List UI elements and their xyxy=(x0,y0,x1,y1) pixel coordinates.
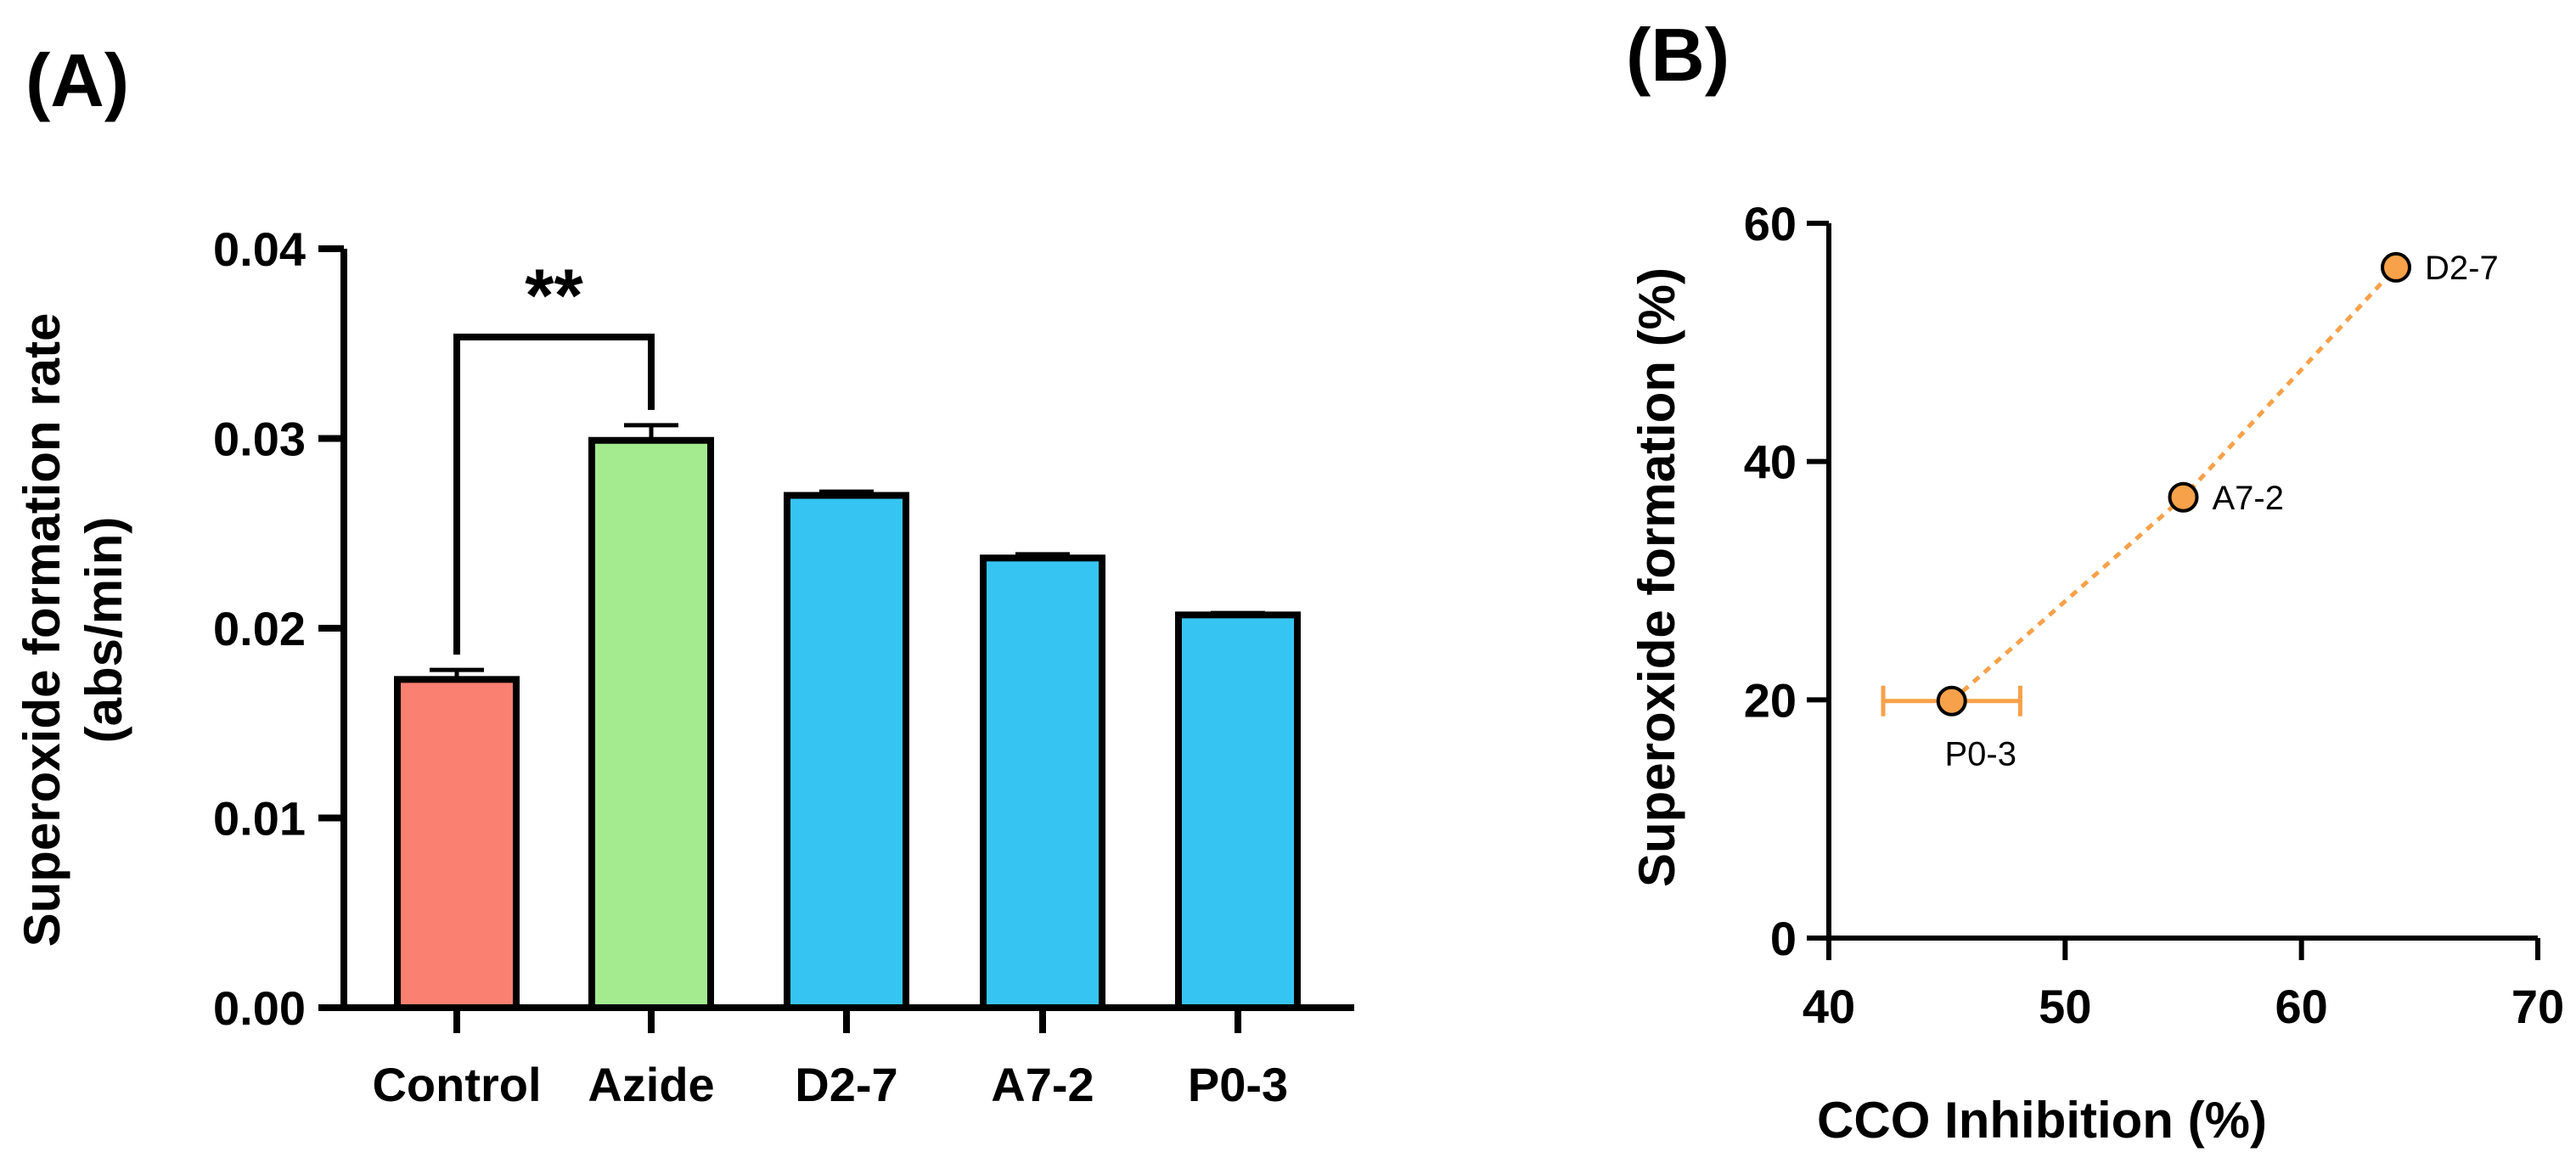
point-label-d2-7: D2-7 xyxy=(2425,250,2499,287)
panel-b-x-tick-label: 40 xyxy=(1803,980,1855,1033)
bar-azide xyxy=(588,436,714,1011)
point-a7-2 xyxy=(2168,481,2199,513)
dotted-trend-line xyxy=(1950,266,2398,703)
significance-bracket-line xyxy=(453,334,655,655)
panel-a-y-axis-title-line1: Superoxide formation rate xyxy=(14,313,70,947)
panel-b-x-tick-label: 50 xyxy=(2039,980,2091,1033)
panel-a-y-ticks: 0.00 0.01 0.02 0.03 0.04 xyxy=(213,222,344,1035)
panel-a-y-tick-label: 0.03 xyxy=(213,413,306,466)
bar-p0-3 xyxy=(1175,611,1301,1011)
panel-b-trend-line xyxy=(1950,266,2398,703)
significance-bracket: ** xyxy=(453,253,655,655)
panel-a-y-axis-title-line2: (abs/min) xyxy=(76,517,132,744)
significance-label: ** xyxy=(525,253,583,337)
bar-a7-2 xyxy=(980,554,1105,1011)
panel-a-bar-chart: (A) ** 0.00 0.01 0.02 0.03 0.04 Control Azide… xyxy=(14,38,1354,1111)
panel-a-label: (A) xyxy=(25,38,129,122)
point-label-p0-3: P0-3 xyxy=(1944,736,2016,773)
panel-a-y-tick-label: 0.04 xyxy=(213,222,306,276)
bar-control xyxy=(394,676,520,1011)
panel-a-x-ticks: Control Azide D2-7 A7-2 P0-3 xyxy=(372,1008,1288,1111)
panel-b-label: (B) xyxy=(1626,13,1730,97)
panel-b-x-tick-label: 70 xyxy=(2511,980,2564,1033)
panel-a-x-tick-label: Control xyxy=(372,1058,541,1111)
bar-d2-7 xyxy=(784,492,909,1011)
panel-b-x-ticks: 40 50 60 70 xyxy=(1803,938,2564,1033)
panel-a-y-tick-label: 0.01 xyxy=(213,792,306,846)
panel-b-y-tick-label: 60 xyxy=(1744,197,1797,250)
panel-b-points xyxy=(1936,251,2411,716)
panel-a-x-tick-label: Azide xyxy=(588,1058,714,1111)
panel-b-y-tick-label: 0 xyxy=(1770,912,1797,965)
panel-a-y-tick-label: 0.02 xyxy=(213,602,306,655)
panel-b-y-ticks: 0 20 40 60 xyxy=(1744,197,1829,965)
point-p0-3 xyxy=(1936,685,1967,716)
panel-a-x-tick-label: A7-2 xyxy=(991,1058,1094,1111)
panel-b-point-labels: P0-3 A7-2 D2-7 xyxy=(1944,250,2498,773)
panel-a-error-bars xyxy=(430,423,1265,680)
panel-b-y-axis-title: Superoxide formation (%) xyxy=(1628,267,1685,887)
panel-b-x-axis-title: CCO Inhibition (%) xyxy=(1817,1092,2267,1149)
panel-a-x-tick-label: P0-3 xyxy=(1188,1058,1288,1111)
panel-a-x-tick-label: D2-7 xyxy=(795,1058,897,1111)
panel-b-scatter-chart: (B) P0-3 A7-2 D2-7 0 20 40 60 40 50 60 70 CCO In… xyxy=(1626,13,2564,1149)
panel-a-y-tick-label: 0.00 xyxy=(213,981,306,1035)
point-d2-7 xyxy=(2381,251,2411,283)
panel-b-y-tick-label: 20 xyxy=(1744,673,1797,727)
panel-b-axes xyxy=(1826,223,2538,941)
point-label-a7-2: A7-2 xyxy=(2213,480,2285,517)
panel-b-y-tick-label: 40 xyxy=(1744,436,1797,489)
panel-a-bars xyxy=(394,436,1301,1011)
panel-b-x-tick-label: 60 xyxy=(2275,980,2328,1033)
